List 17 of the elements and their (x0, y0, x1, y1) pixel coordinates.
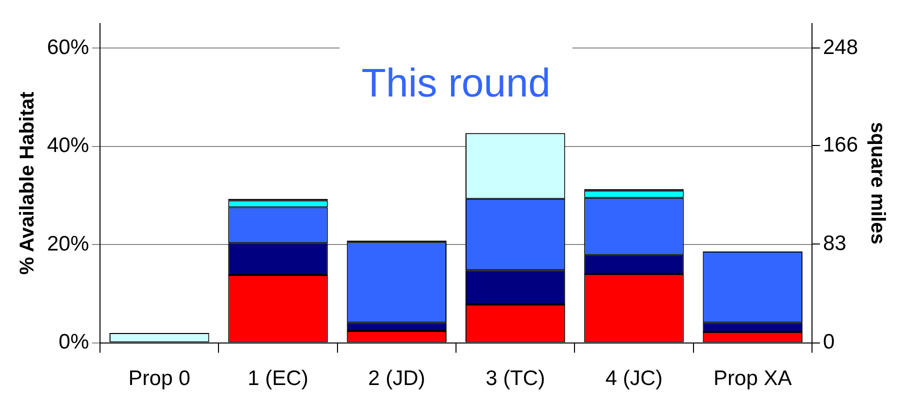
y-tick-label: 60% (47, 36, 90, 59)
y2-tick-label: 83 (822, 232, 846, 255)
y2-tick-label: 0 (822, 330, 835, 354)
x-tick-label: 3 (TC) (486, 367, 546, 390)
y-tick-label: 0% (58, 330, 90, 354)
y2-axis-title: square miles (866, 122, 888, 244)
x-tick-label: 4 (JC) (605, 367, 663, 390)
text: This round (362, 62, 550, 106)
x-tick-label: Prop 0 (128, 367, 190, 390)
x-tick-label: 1 (EC) (248, 367, 308, 390)
y-axis-title: % Available Habitat (16, 91, 39, 275)
x-tick-label: Prop XA (714, 367, 792, 390)
y2-tick-label: 248 (822, 36, 858, 59)
y-tick-label: 20% (47, 232, 90, 256)
x-tick-label: 2 (JD) (368, 367, 426, 390)
y2-tick-label: 166 (822, 133, 858, 156)
y-tick-label: 40% (47, 134, 90, 158)
